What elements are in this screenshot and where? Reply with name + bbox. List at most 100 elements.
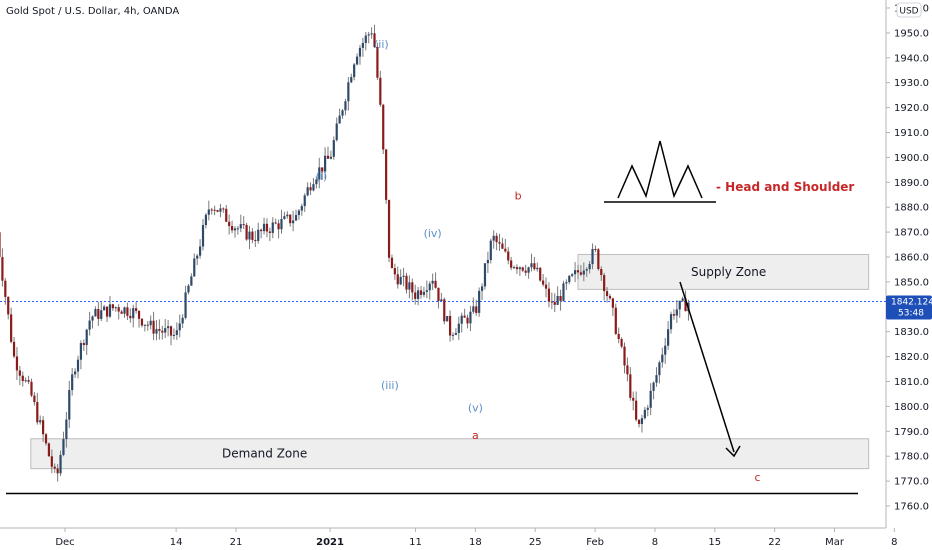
candle: [658, 360, 661, 384]
candle: [385, 148, 388, 204]
price-tick-label: 1950.0: [894, 28, 929, 39]
candle: [73, 368, 77, 378]
candle: [271, 217, 274, 239]
candle: [475, 299, 478, 316]
candle: [451, 332, 455, 341]
candle: [169, 325, 173, 346]
chart-title: Gold Spot / U.S. Dollar, 4h, OANDA: [6, 6, 179, 17]
candle-body: [50, 456, 53, 467]
candle: [681, 296, 684, 303]
candle-body: [521, 267, 524, 271]
price-tick-label: 1880.0: [894, 203, 929, 214]
demand-zone-box[interactable]: [30, 438, 870, 470]
candle-body: [233, 228, 237, 231]
candle-body: [469, 311, 472, 324]
candle-body: [585, 269, 588, 271]
candle: [338, 108, 341, 124]
candle: [466, 314, 469, 329]
candle: [323, 147, 327, 180]
candle-body: [126, 307, 129, 316]
currency-button[interactable]: USD: [896, 2, 922, 18]
price-tick-label: 1940.0: [894, 53, 929, 64]
candle-body: [277, 223, 280, 230]
candle-body: [338, 115, 341, 124]
candle-body: [105, 306, 109, 317]
candle: [10, 307, 13, 344]
candle-body: [652, 382, 655, 391]
head-and-shoulder-pattern[interactable]: - Head and Shoulder: [604, 140, 854, 203]
candle: [268, 227, 271, 242]
candle: [393, 263, 396, 280]
candle-body: [254, 240, 257, 242]
candle-body: [323, 155, 327, 172]
candle-body: [268, 231, 271, 233]
candle-body: [306, 187, 309, 196]
candle: [216, 209, 219, 213]
candle-body: [137, 310, 141, 319]
candle-body: [437, 287, 440, 302]
time-tick-label: Mar: [825, 537, 845, 548]
candle-body: [376, 46, 379, 78]
candle-body: [158, 329, 161, 331]
candle: [649, 383, 652, 416]
candle-body: [42, 420, 45, 435]
candle: [155, 320, 158, 341]
candle-body: [97, 308, 100, 319]
head-and-shoulder-drawing: [617, 140, 703, 199]
candle-body: [309, 187, 312, 191]
time-tick-label: 22: [768, 537, 781, 548]
candle: [219, 203, 222, 218]
currency-button-label[interactable]: USD: [899, 7, 918, 17]
candle: [408, 275, 411, 299]
candle: [553, 293, 556, 313]
candle: [201, 219, 205, 251]
candle: [18, 365, 21, 386]
candle-body: [457, 323, 460, 334]
price-tick-label: 1930.0: [894, 78, 929, 89]
candle: [611, 297, 614, 316]
projection-arrow[interactable]: [679, 281, 741, 458]
candle-body: [344, 101, 347, 111]
candle: [114, 306, 117, 312]
price-axis-ticks: 1760.0 1770.0 1780.0 1790.0 1800.0 1810.0 1820…: [886, 4, 929, 513]
candle-body: [678, 300, 681, 310]
candle: [143, 324, 146, 332]
candle-body: [262, 223, 266, 232]
candle-body: [280, 218, 283, 230]
candle: [568, 274, 571, 285]
candle: [617, 327, 620, 344]
candle: [85, 328, 88, 355]
candle-body: [225, 208, 228, 222]
candle-body: [603, 275, 606, 292]
candle-body: [600, 268, 603, 276]
candle-body: [111, 304, 114, 309]
candle-body: [507, 251, 510, 261]
candle-body: [361, 42, 364, 48]
candle: [187, 283, 190, 295]
currency-button-box[interactable]: [896, 2, 922, 18]
candle: [353, 62, 356, 81]
candle-body: [358, 47, 362, 57]
candle: [623, 342, 626, 374]
candle: [329, 150, 333, 160]
candle-body: [443, 299, 446, 322]
candle-body: [480, 286, 484, 291]
candle: [512, 265, 516, 270]
candle: [91, 315, 94, 329]
candle: [454, 328, 458, 336]
candle-body: [637, 419, 641, 425]
candle: [126, 302, 129, 321]
candle-body: [15, 356, 19, 371]
candle-body: [466, 317, 469, 324]
price-tick-label: 1810.0: [894, 377, 929, 388]
candle: [33, 392, 36, 406]
candle-body: [553, 301, 556, 305]
candle: [265, 218, 269, 238]
candle: [1, 248, 4, 287]
candle: [321, 167, 324, 180]
candle-body: [257, 229, 260, 241]
candle: [36, 392, 39, 425]
candle-body: [353, 64, 356, 78]
candle: [0, 227, 1, 263]
